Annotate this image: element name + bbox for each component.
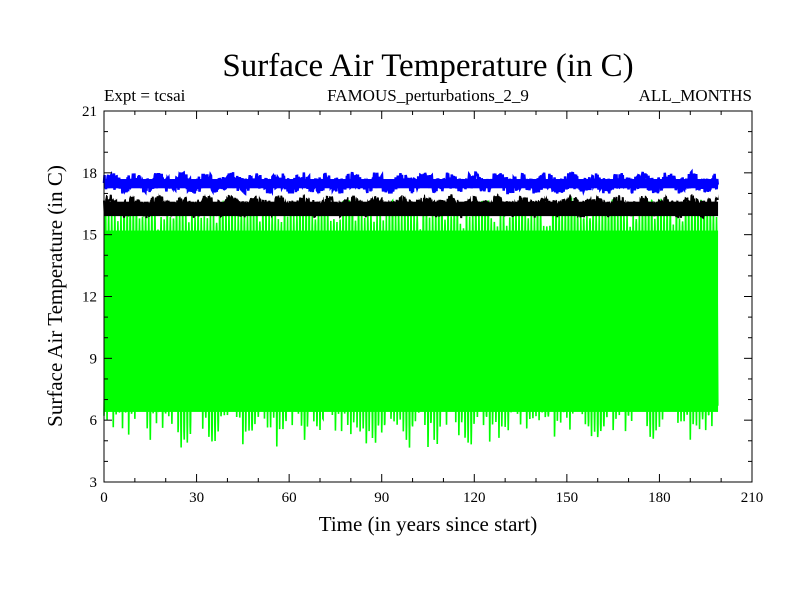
plot-data bbox=[102, 168, 719, 448]
experiment-label: Expt = tcsai bbox=[104, 86, 186, 105]
months-label: ALL_MONTHS bbox=[639, 86, 752, 105]
series-monthly-fill bbox=[104, 230, 719, 412]
series-white-line bbox=[103, 185, 719, 204]
y-tick-label: 3 bbox=[90, 475, 98, 491]
x-tick-label: 180 bbox=[648, 490, 671, 506]
x-axis-label: Time (in years since start) bbox=[319, 512, 538, 536]
y-tick-label: 21 bbox=[82, 104, 97, 120]
y-axis-label: Surface Air Temperature (in C) bbox=[43, 165, 67, 427]
y-tick-label: 12 bbox=[82, 290, 97, 306]
axis-ticks: 0 30 60 90 120 150 180 210 3 6 9 12 15 18 21 bbox=[82, 104, 763, 506]
y-tick-label: 6 bbox=[90, 413, 98, 429]
chart-title: Surface Air Temperature (in C) bbox=[222, 48, 633, 84]
series-mean-fill bbox=[104, 201, 719, 217]
y-tick-label: 15 bbox=[82, 228, 97, 244]
x-tick-label: 120 bbox=[463, 490, 486, 506]
y-tick-label: 18 bbox=[82, 166, 97, 182]
x-tick-label: 30 bbox=[189, 490, 204, 506]
series-upper-fill bbox=[104, 179, 719, 189]
x-tick-label: 90 bbox=[374, 490, 389, 506]
x-tick-label: 60 bbox=[282, 490, 297, 506]
y-tick-label: 9 bbox=[90, 351, 98, 367]
run-name-label: FAMOUS_perturbations_2_9 bbox=[327, 86, 529, 105]
x-tick-label: 0 bbox=[100, 490, 108, 506]
x-tick-label: 150 bbox=[556, 490, 579, 506]
x-tick-label: 210 bbox=[741, 490, 764, 506]
